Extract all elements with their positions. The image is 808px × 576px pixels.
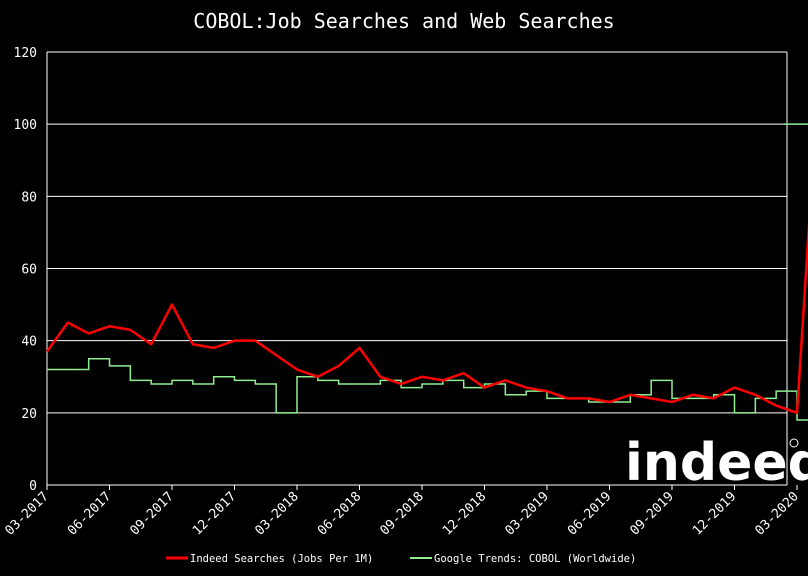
legend: Indeed Searches (Jobs Per 1M) Google Tre… (166, 553, 636, 565)
chart-title: COBOL:Job Searches and Web Searches (193, 9, 614, 33)
series-line-indeed (45, 221, 808, 415)
y-tick-label: 20 (21, 407, 37, 422)
y-tick-label: 120 (14, 46, 37, 61)
y-tick-label: 80 (21, 190, 37, 205)
y-tick-label: 0 (29, 479, 37, 494)
legend-label-trends: Google Trends: COBOL (Worldwide) (434, 553, 636, 565)
registered-mark-icon (789, 438, 799, 448)
indeed-logo-wordmark: indeed (625, 433, 808, 493)
y-tick-label: 40 (21, 335, 37, 350)
y-tick-label: 100 (14, 118, 37, 133)
indeed-logo: indeed (625, 433, 808, 493)
y-axis-ticks: 0 20 40 60 80 100 120 (14, 46, 37, 494)
legend-label-indeed: Indeed Searches (Jobs Per 1M) (190, 553, 373, 565)
y-tick-label: 60 (21, 263, 37, 278)
series-lines (45, 123, 808, 421)
